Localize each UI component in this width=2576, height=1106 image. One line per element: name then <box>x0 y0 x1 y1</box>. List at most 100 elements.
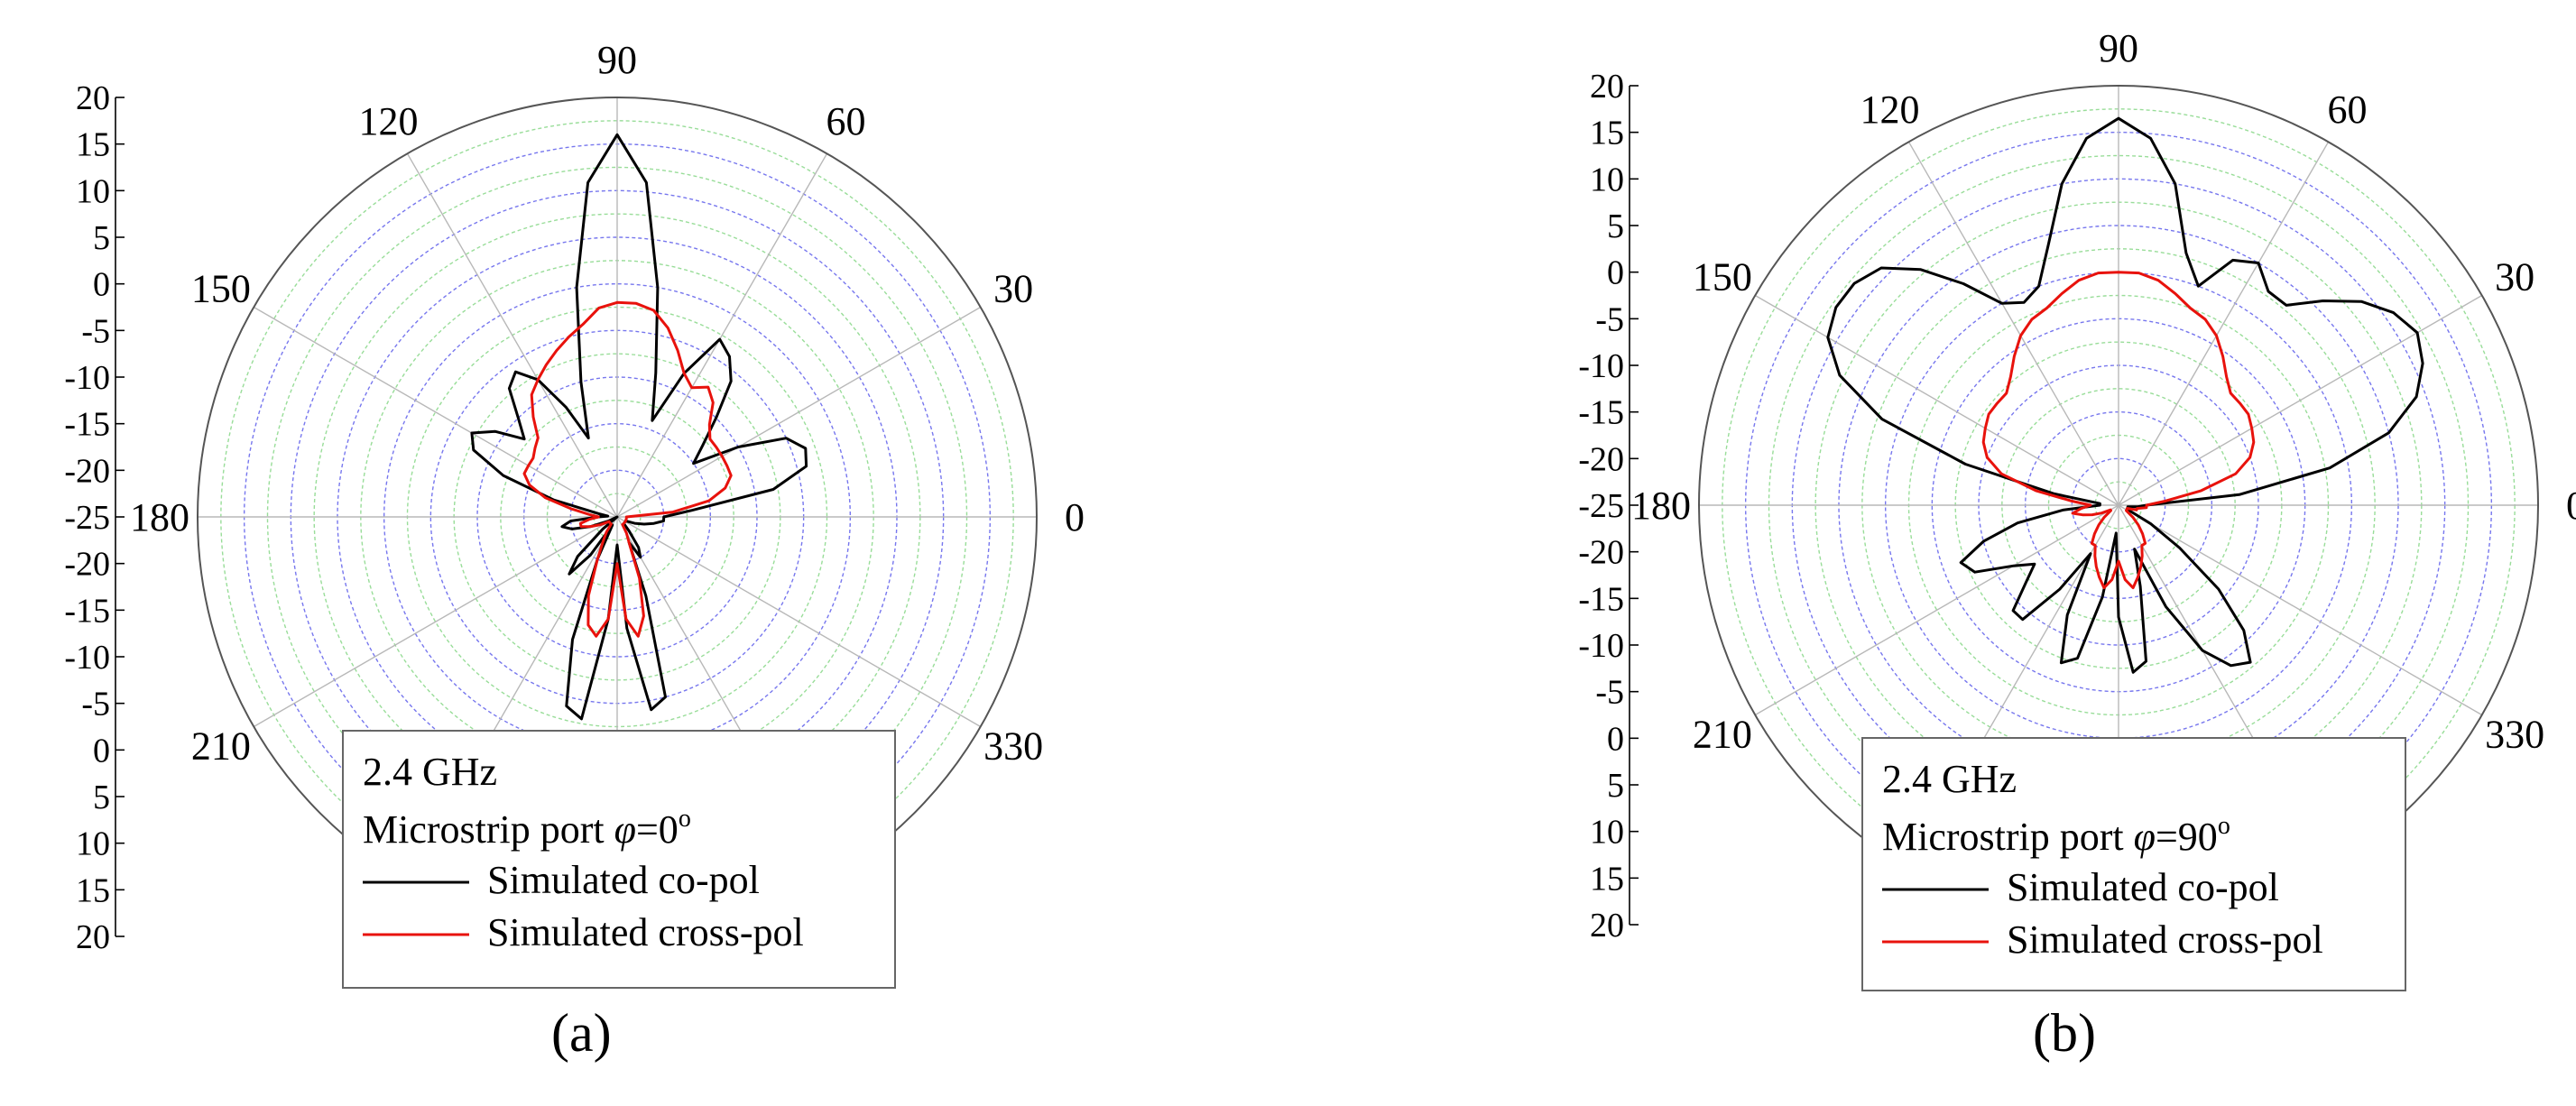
legend-port-label: Microstrip port φ=90o <box>1882 812 2230 859</box>
legend: 2.4 GHz Microstrip port φ=90o Simulated co… <box>1861 737 2406 991</box>
legend-port-prefix: Microstrip port <box>363 807 614 852</box>
grid-spoke <box>253 516 618 728</box>
radial-tick-label: 0 <box>1607 720 1624 758</box>
angle-tick-label: 0 <box>2566 484 2576 528</box>
legend-box <box>1861 737 2406 991</box>
radial-tick-label: 5 <box>1607 767 1624 805</box>
radial-tick-label: 10 <box>1590 161 1624 198</box>
radial-tick-label: -15 <box>1578 394 1624 432</box>
polar-chart-a: 906030033030027024021018015012020151050-… <box>64 38 1085 1063</box>
angle-tick-label: 30 <box>2495 255 2534 300</box>
radial-tick-label: -20 <box>64 452 110 490</box>
legend-port-label: Microstrip port φ=0o <box>363 805 691 852</box>
radial-tick-label: 15 <box>76 126 110 164</box>
grid-spoke <box>1754 504 2119 716</box>
angle-tick-label: 60 <box>2328 88 2368 132</box>
radial-tick-label: 10 <box>76 825 110 863</box>
grid-spoke <box>616 306 982 518</box>
radial-tick-label: 5 <box>93 779 110 816</box>
legend-item-label: Simulated co-pol <box>2007 865 2279 909</box>
series-cross-pol <box>1981 271 2256 590</box>
grid-spoke <box>253 306 618 518</box>
radial-tick-label: 10 <box>76 172 110 210</box>
grid-spoke <box>616 516 982 728</box>
angle-tick-label: 210 <box>191 724 251 769</box>
legend: 2.4 GHz Microstrip port φ=0o Simulated co-… <box>342 730 896 989</box>
radial-tick-label: 15 <box>76 871 110 909</box>
legend-item-label: Simulated cross-pol <box>487 910 804 954</box>
panel-label: (b) <box>2033 1003 2096 1063</box>
legend-frequency: 2.4 GHz <box>1882 757 2017 801</box>
radial-tick-label: 20 <box>1590 907 1624 945</box>
polar-chart-b: 906030033030027024021018015012020151050-… <box>1578 26 2576 1063</box>
legend-phi-symbol: φ <box>614 807 636 852</box>
angle-tick-label: 60 <box>826 99 866 143</box>
radial-tick-label: -5 <box>81 686 110 724</box>
radial-tick-label: -10 <box>64 359 110 397</box>
angle-tick-label: 120 <box>1860 88 1920 132</box>
radial-tick-label: -15 <box>64 406 110 444</box>
radial-tick-label: -5 <box>1595 674 1624 712</box>
radial-tick-label: -25 <box>64 499 110 537</box>
angle-tick-label: 150 <box>191 267 251 311</box>
grid-spoke <box>1907 141 2119 506</box>
angle-tick-label: 180 <box>1631 484 1691 528</box>
radial-tick-label: 0 <box>93 266 110 304</box>
radial-tick-label: -5 <box>1595 300 1624 338</box>
radial-tick-label: -10 <box>64 639 110 677</box>
grid-spoke <box>616 152 828 518</box>
grid-spoke <box>2118 504 2483 716</box>
polar-grid <box>198 97 1037 936</box>
radial-tick-label: -10 <box>1578 347 1624 385</box>
radial-axis: 20 15 10 5 0 -5 -10 -15 -20 -25 -20 -15 -10 -5 0 5 10 15 2… <box>64 79 125 956</box>
legend-item-label: Simulated cross-pol <box>2007 917 2323 962</box>
series-co-pol <box>470 133 808 721</box>
radial-tick-label: 20 <box>76 79 110 117</box>
grid-spoke <box>2118 141 2330 506</box>
radial-tick-label: 5 <box>93 219 110 257</box>
grid-spoke <box>2118 294 2483 506</box>
angle-tick-label: 120 <box>359 99 419 143</box>
radial-tick-label: -15 <box>64 592 110 630</box>
radial-tick-label: 15 <box>1590 860 1624 898</box>
radial-axis: 20 15 10 5 0 -5 -10 -15 -20 -25 -20 -15 -10 -5 0 5 10 15 2… <box>1578 68 1639 945</box>
legend-port-prefix: Microstrip port <box>1882 815 2134 859</box>
legend-item-label: Simulated co-pol <box>487 858 760 902</box>
radial-tick-label: -10 <box>1578 627 1624 665</box>
angle-tick-label: 90 <box>2099 26 2138 70</box>
angle-tick-label: 180 <box>130 495 189 539</box>
angle-tick-label: 0 <box>1065 495 1085 539</box>
series-cross-pol <box>522 300 733 638</box>
radial-tick-label: 20 <box>76 918 110 956</box>
series-co-pol <box>1826 116 2424 674</box>
radial-tick-label: -20 <box>1578 534 1624 572</box>
legend-box <box>342 730 896 989</box>
radial-tick-label: 0 <box>1607 254 1624 292</box>
radial-tick-label: -25 <box>1578 487 1624 525</box>
legend-frequency: 2.4 GHz <box>363 750 497 794</box>
angle-tick-label: 330 <box>2485 713 2544 757</box>
legend-phi-symbol: φ <box>2134 815 2156 859</box>
radial-tick-label: 5 <box>1607 207 1624 245</box>
legend-phi-value: =90 <box>2156 815 2218 859</box>
legend-degree-mark: o <box>2218 812 2230 840</box>
angle-tick-label: 150 <box>1693 255 1752 300</box>
legend-phi-value: =0 <box>636 807 679 852</box>
angle-tick-label: 210 <box>1693 713 1752 757</box>
radial-tick-label: -20 <box>1578 440 1624 478</box>
radial-tick-label: -5 <box>81 312 110 350</box>
grid-spoke <box>1754 294 2119 506</box>
angle-tick-label: 90 <box>597 38 637 82</box>
legend-degree-mark: o <box>679 805 691 833</box>
radial-tick-label: 20 <box>1590 68 1624 106</box>
angle-tick-label: 30 <box>993 267 1033 311</box>
radial-tick-label: 10 <box>1590 814 1624 852</box>
angle-tick-label: 330 <box>983 724 1043 769</box>
radial-tick-label: 0 <box>93 732 110 770</box>
radial-tick-label: -15 <box>1578 580 1624 618</box>
radial-tick-label: 15 <box>1590 115 1624 152</box>
radial-tick-label: -20 <box>64 546 110 584</box>
panel-label: (a) <box>551 1003 612 1063</box>
grid-spoke <box>406 152 618 518</box>
